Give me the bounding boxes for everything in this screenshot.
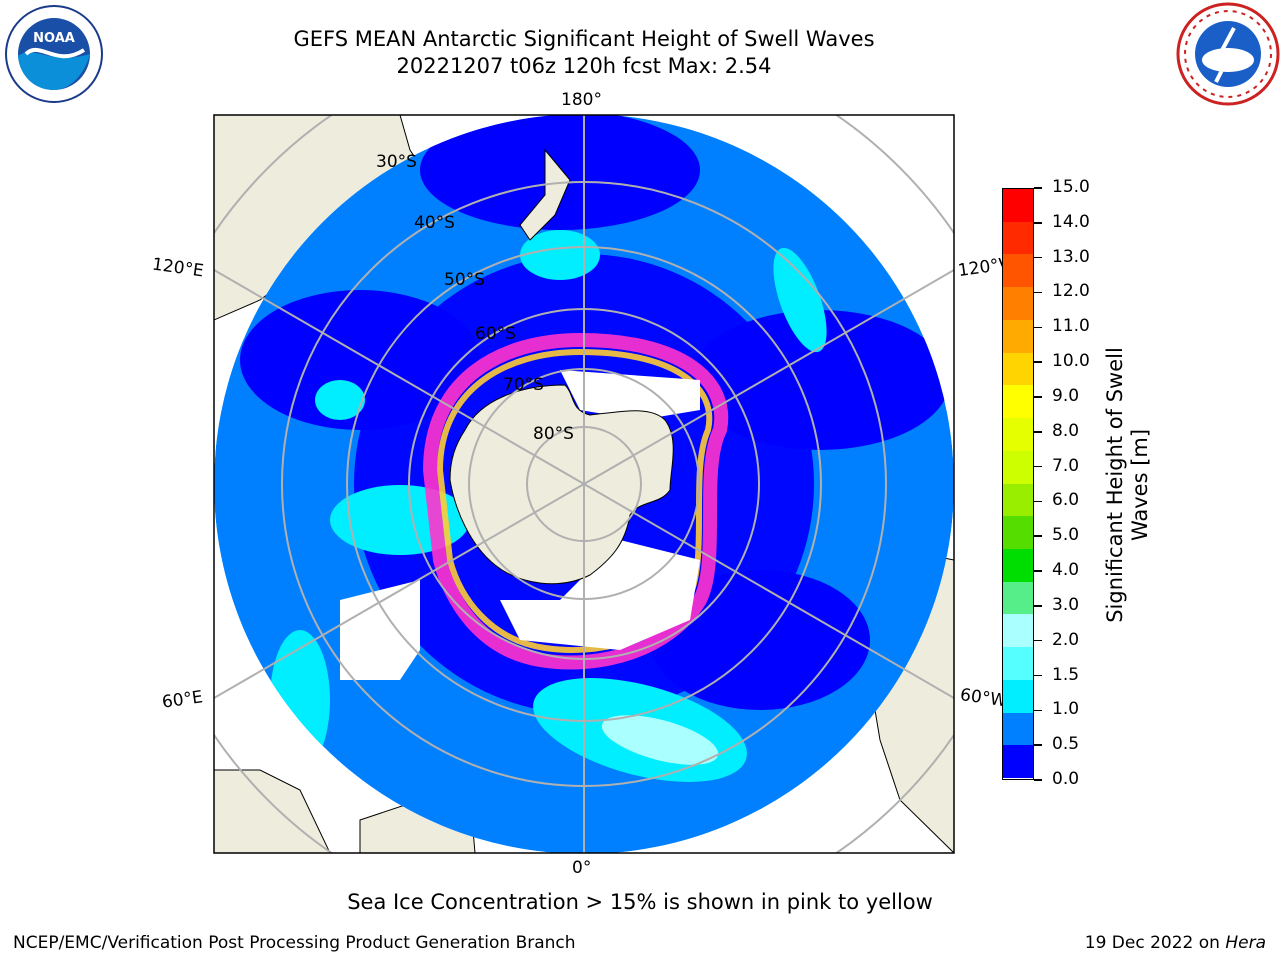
noaa-logo: NOAA (5, 5, 103, 103)
date-text: 19 Dec 2022 on Hera (1085, 933, 1266, 953)
colorbar-segment (1003, 745, 1033, 779)
colorbar-tick-label: 8.0 (1052, 420, 1080, 441)
sea-ice-footnote: Sea Ice Concentration > 15% is shown in … (347, 890, 933, 914)
colorbar-tick (1034, 465, 1042, 468)
colorbar-tick (1034, 570, 1042, 572)
colorbar-tick-label: 3.0 (1052, 594, 1080, 615)
colorbar-segment (1003, 287, 1033, 321)
machine-name: Hera (1225, 933, 1266, 953)
colorbar-tick-label: 9.0 (1052, 385, 1080, 406)
colorbar-tick (1034, 639, 1042, 642)
colorbar-tick-label: 14.0 (1052, 211, 1090, 232)
colorbar-tick (1034, 222, 1042, 224)
colorbar-segment (1003, 352, 1033, 386)
lon-label-0: 0° (572, 858, 592, 878)
colorbar-segment (1003, 450, 1033, 484)
land-antarctica (449, 384, 674, 585)
lat-label-70s: 70°S (503, 375, 544, 395)
colorbar-tick-label: 4.0 (1052, 560, 1080, 581)
colorbar-tick-label: 1.0 (1052, 699, 1080, 720)
date-label: 19 Dec 2022 on (1084, 933, 1226, 953)
colorbar-tick-label: 7.0 (1052, 455, 1080, 476)
colorbar-tick (1034, 396, 1042, 398)
colorbar-tick-label: 11.0 (1052, 316, 1090, 337)
no-data-patch (340, 580, 420, 680)
colorbar-segment (1003, 385, 1033, 419)
lat-label-60s: 60°S (475, 324, 516, 344)
colorbar-tick-label: 13.0 (1052, 246, 1090, 267)
colorbar-tick-label: 2.0 (1052, 629, 1080, 650)
lat-label-50s: 50°S (444, 270, 485, 290)
colorbar-tick (1034, 779, 1042, 781)
colorbar-tick (1034, 605, 1042, 607)
land-new-zealand (519, 148, 571, 241)
lon-label-180: 180° (561, 90, 602, 110)
lat-label-40s: 40°S (414, 213, 455, 233)
colorbar-segment (1003, 647, 1033, 681)
colorbar-title: Significant Height of Swell Waves [m] (1103, 347, 1153, 623)
lat-label-30s: 30°S (376, 152, 417, 172)
colorbar-tick (1034, 291, 1042, 294)
sea-ice-ring (422, 332, 729, 670)
colorbar-tick-label: 0.0 (1052, 769, 1080, 789)
colorbar-segment (1003, 516, 1033, 550)
colorbar-tick (1034, 674, 1042, 677)
colorbar-segment (1003, 189, 1033, 223)
colorbar (1002, 188, 1034, 780)
colorbar-tick-label: 0.5 (1052, 734, 1080, 755)
chart-title: GEFS MEAN Antarctic Significant Height o… (293, 27, 875, 51)
colorbar-title-line1: Significant Height of Swell (1103, 347, 1127, 623)
colorbar-segment (1003, 679, 1033, 714)
map-border (213, 114, 955, 854)
colorbar-segment (1003, 581, 1033, 615)
colorbar-tick-label: 12.0 (1052, 281, 1090, 302)
colorbar-tick (1034, 500, 1042, 503)
colorbar-title-line2: Waves [m] (1128, 428, 1152, 542)
colorbar-segment (1003, 418, 1033, 452)
colorbar-segment (1003, 483, 1033, 517)
colorbar-segment (1003, 712, 1033, 746)
colorbar-segment (1003, 614, 1033, 648)
colorbar-tick (1034, 709, 1042, 712)
colorbar-segment (1003, 254, 1033, 288)
colorbar-segment (1003, 548, 1033, 583)
colorbar-tick (1034, 326, 1042, 329)
land-africa (214, 769, 331, 853)
colorbar-tick-label: 6.0 (1052, 490, 1080, 511)
svg-text:NOAA: NOAA (33, 31, 75, 46)
colorbar-tick (1034, 744, 1042, 746)
colorbar-tick-label: 10.0 (1052, 351, 1090, 372)
colorbar-tick-label: 1.5 (1052, 664, 1080, 685)
colorbar-tick-label: 15.0 (1052, 177, 1090, 197)
colorbar-tick (1034, 256, 1042, 259)
lat-label-80s: 80°S (533, 424, 574, 444)
colorbar-tick-label: 5.0 (1052, 525, 1080, 546)
colorbar-segment (1003, 221, 1033, 255)
colorbar-tick (1034, 431, 1042, 433)
colorbar-tick (1034, 535, 1042, 537)
credit-text: NCEP/EMC/Verification Post Processing Pr… (13, 933, 576, 953)
colorbar-tick (1034, 187, 1042, 189)
chart-subtitle: 20221207 t06z 120h fcst Max: 2.54 (396, 54, 772, 78)
colorbar-tick (1034, 361, 1042, 363)
colorbar-segment (1003, 319, 1033, 354)
nws-logo (1176, 2, 1280, 106)
